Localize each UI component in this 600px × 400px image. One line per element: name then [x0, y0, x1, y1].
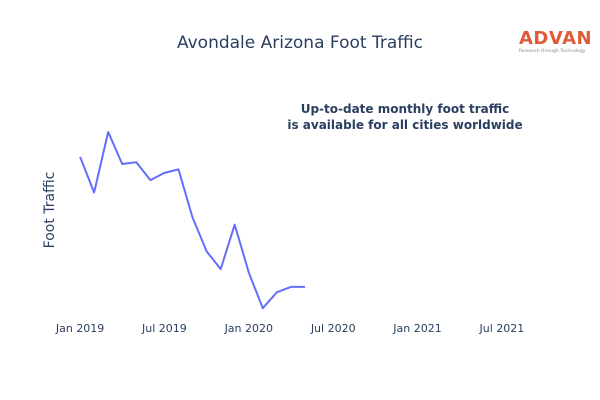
data-point[interactable]: [190, 214, 196, 220]
x-tick-label: Jan 2021: [392, 322, 441, 335]
logo-tagline: Research through Technology: [519, 49, 586, 54]
series-layer: [77, 129, 308, 311]
chart-annotation: Up-to-date monthly foot traffic is avail…: [260, 101, 550, 133]
data-point[interactable]: [147, 177, 153, 183]
annotation-line-2: is available for all cities worldwide: [287, 118, 523, 132]
data-point[interactable]: [218, 266, 224, 272]
x-tick-label: Jul 2021: [479, 322, 525, 335]
logo-word: ADVAN: [519, 28, 593, 49]
data-point[interactable]: [246, 270, 252, 276]
data-point[interactable]: [161, 170, 167, 176]
data-point[interactable]: [232, 222, 238, 228]
data-point[interactable]: [133, 159, 139, 165]
annotation-line-1: Up-to-date monthly foot traffic: [300, 102, 510, 116]
data-point[interactable]: [91, 190, 97, 196]
advan-logo: ADVAN Research through Technology: [519, 28, 593, 59]
data-point[interactable]: [77, 154, 83, 160]
series-line-0: [79, 131, 305, 310]
data-point[interactable]: [119, 161, 125, 167]
chart-title: Avondale Arizona Foot Traffic: [176, 33, 424, 53]
x-tick-label: Jan 2020: [224, 322, 273, 335]
data-point[interactable]: [176, 166, 182, 172]
x-tick-label: Jul 2020: [310, 322, 356, 335]
data-point[interactable]: [288, 284, 294, 290]
x-tick-label: Jul 2019: [141, 322, 187, 335]
data-point[interactable]: [204, 248, 210, 254]
data-point[interactable]: [302, 284, 308, 290]
x-axis-ticks: Jan 2019 Jul 2019 Jan 2020 Jul 2020 Jan 2021…: [55, 322, 524, 335]
data-point[interactable]: [105, 129, 111, 135]
data-point[interactable]: [260, 305, 266, 311]
x-tick-label: Jan 2019: [55, 322, 104, 335]
data-point[interactable]: [274, 289, 280, 295]
